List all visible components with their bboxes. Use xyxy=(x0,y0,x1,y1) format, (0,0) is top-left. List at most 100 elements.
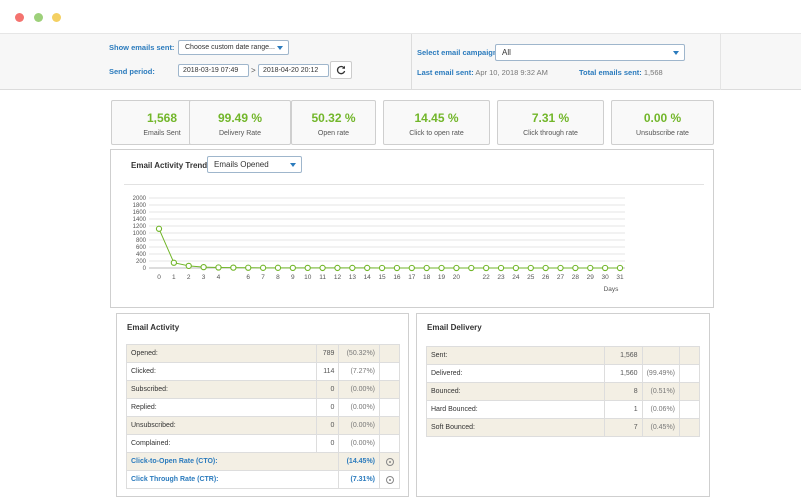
date-separator: > xyxy=(251,66,256,75)
empty-cell xyxy=(679,346,700,365)
metric-name: Hard Bounced: xyxy=(426,400,605,419)
data-point xyxy=(155,225,163,232)
data-point xyxy=(334,264,341,272)
campaign-select[interactable]: All xyxy=(495,44,685,61)
send-period-label: Send period: xyxy=(109,67,155,76)
table-row: Sent: 1,568 xyxy=(426,346,700,365)
data-point xyxy=(587,264,594,272)
refresh-button[interactable] xyxy=(330,61,352,79)
stat-value: 50.32 % xyxy=(311,111,356,125)
maximize-window-button[interactable] xyxy=(52,13,61,22)
data-point xyxy=(230,264,237,271)
table-row: Complained: 0 (0.00%) xyxy=(126,434,400,453)
total-sent-value: 1,568 xyxy=(643,68,663,77)
metric-percent: (0.00%) xyxy=(338,416,380,435)
stat-label: Unsubscribe rate xyxy=(636,130,689,137)
metric-count: 789 xyxy=(315,344,340,363)
date-to-input[interactable]: 2018-04-20 20:12 xyxy=(258,64,329,77)
stat-value: 14.45 % xyxy=(414,111,459,125)
data-point xyxy=(185,262,192,270)
chevron-down-icon xyxy=(290,162,296,167)
table-row: Subscribed: 0 (0.00%) xyxy=(126,380,400,399)
empty-cell xyxy=(679,364,700,383)
x-tick-label: 13 xyxy=(349,274,357,281)
stat-value: 0.00 % xyxy=(643,111,682,125)
x-tick-label: 27 xyxy=(557,274,565,281)
stat-label: Open rate xyxy=(317,130,350,137)
stat-value: 7.31 % xyxy=(531,111,570,125)
empty-cell xyxy=(379,434,400,453)
metric-percent: (99.49%) xyxy=(641,364,681,383)
data-point xyxy=(557,264,564,272)
x-tick-label: 17 xyxy=(408,274,416,281)
close-window-button[interactable] xyxy=(15,13,24,22)
x-tick-label: 31 xyxy=(616,274,624,281)
rate-row[interactable]: Click-to-Open Rate (CTO): (14.45%) xyxy=(125,452,400,471)
last-sent-value: Apr 10, 2018 9:32 AM xyxy=(475,68,548,77)
metric-name: Subscribed: xyxy=(126,380,317,399)
x-tick-label: 11 xyxy=(319,274,326,281)
metric-percent: (50.32%) xyxy=(338,344,380,363)
date-range-select[interactable]: Choose custom date range... xyxy=(178,40,289,55)
y-tick-label: 200 xyxy=(136,259,147,265)
trend-divider xyxy=(124,184,704,185)
email-activity-table: Opened: 789 (50.32%) Clicked: 114 (7.27%) Subs… xyxy=(125,344,400,489)
y-tick-label: 600 xyxy=(136,245,147,251)
stat-label: Click through rate xyxy=(523,130,578,137)
stat-value: 1,568 xyxy=(146,111,178,125)
data-point xyxy=(289,264,296,272)
date-from-input[interactable]: 2018-03-19 07:49 xyxy=(178,64,249,77)
show-emails-label: Show emails sent: xyxy=(109,43,175,52)
empty-cell xyxy=(379,398,400,417)
chevron-down-icon xyxy=(673,50,679,55)
total-sent-label: Total emails sent: xyxy=(579,68,642,77)
metric-count: 7 xyxy=(604,418,643,437)
data-point xyxy=(572,264,579,272)
metric-percent: (0.06%) xyxy=(641,400,681,419)
empty-cell xyxy=(379,380,400,399)
metric-percent: (0.45%) xyxy=(641,418,681,437)
x-tick-label: 23 xyxy=(497,274,505,281)
y-tick-label: 1000 xyxy=(133,231,147,237)
email-activity-title: Email Activity xyxy=(127,323,180,332)
empty-cell xyxy=(379,344,400,363)
last-sent-label: Last email sent: xyxy=(417,68,474,77)
empty-cell xyxy=(679,418,700,437)
minimize-window-button[interactable] xyxy=(34,13,43,22)
x-tick-label: 26 xyxy=(542,274,550,281)
x-tick-label: 4 xyxy=(217,274,221,281)
data-point xyxy=(170,259,178,266)
data-point xyxy=(542,264,549,272)
data-point xyxy=(408,264,415,272)
x-tick-label: 19 xyxy=(438,274,446,281)
info-icon[interactable] xyxy=(385,475,394,484)
data-point xyxy=(468,264,475,272)
x-tick-label: 8 xyxy=(276,274,280,281)
x-tick-label: 18 xyxy=(423,274,431,281)
empty-cell xyxy=(679,400,700,419)
table-row: Hard Bounced: 1 (0.06%) xyxy=(426,400,700,419)
table-row: Bounced: 8 (0.51%) xyxy=(426,382,700,401)
total-sent-info: Total emails sent: 1,568 xyxy=(579,68,663,77)
info-icon[interactable] xyxy=(385,457,394,466)
metric-count: 0 xyxy=(315,398,340,417)
metric-count: 1 xyxy=(604,400,643,419)
email-delivery-table: Sent: 1,568 Delivered: 1,560 (99.49%) Bounced… xyxy=(426,346,700,437)
data-point xyxy=(601,264,609,272)
trend-metric-select[interactable]: Emails Opened xyxy=(207,156,302,173)
rate-name: Click-to-Open Rate (CTO): xyxy=(125,452,340,471)
x-tick-label: 14 xyxy=(364,274,372,281)
metric-count: 1,560 xyxy=(604,364,643,383)
x-tick-label: 29 xyxy=(587,274,595,281)
table-row: Soft Bounced: 7 (0.45%) xyxy=(426,418,700,437)
data-point xyxy=(527,264,534,272)
stat-value: 99.49 % xyxy=(217,111,263,125)
metric-name: Sent: xyxy=(426,346,605,365)
refresh-icon xyxy=(336,65,346,75)
data-point xyxy=(378,264,386,272)
window-titlebar xyxy=(0,0,801,34)
rate-row[interactable]: Click Through Rate (CTR): (7.31%) xyxy=(125,470,400,489)
email-delivery-panel: Email Delivery Sent: 1,568 Delivered: 1,560… xyxy=(416,313,710,497)
filter-divider xyxy=(411,34,412,90)
table-row: Opened: 789 (50.32%) xyxy=(126,344,400,363)
